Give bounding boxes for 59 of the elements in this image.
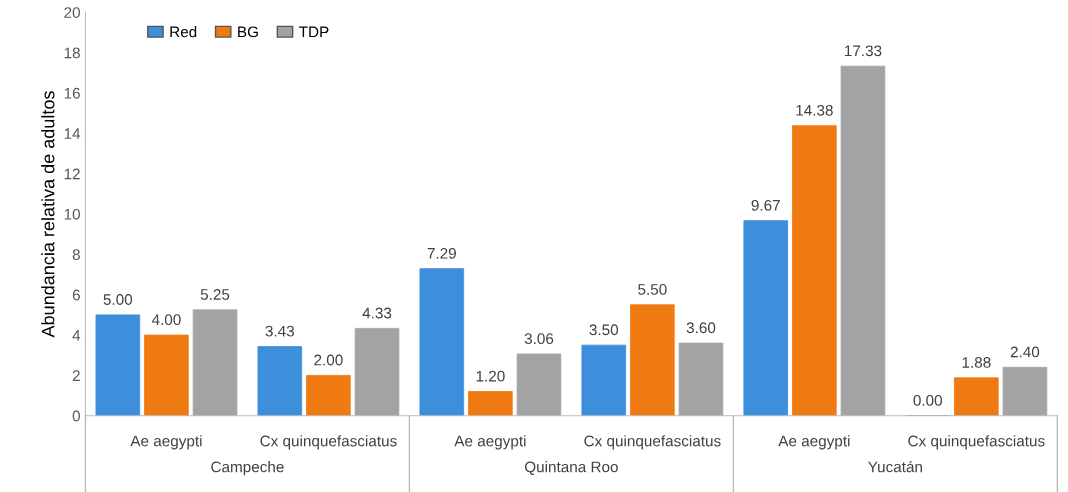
data-label: 5.50 [638, 284, 667, 295]
text: Quintana Roo [524, 461, 618, 476]
bar [144, 334, 189, 416]
legend-label: Red [170, 26, 197, 38]
bar [354, 327, 400, 416]
y-tick-label: 8 [72, 249, 80, 261]
data-label: 5.25 [200, 289, 230, 300]
bar [468, 391, 513, 416]
data-label: 4.33 [362, 307, 392, 319]
y-tick-label: 2 [72, 370, 80, 381]
x-tick-label: Cx quinquefasciatus [260, 435, 397, 450]
data-label: 4.00 [151, 314, 181, 326]
data-label: 3.50 [589, 324, 619, 336]
y-tick-label: 0 [72, 410, 80, 422]
data-label: 2.40 [1010, 346, 1040, 358]
x-tick-label: Cx quinquefasciatus [908, 435, 1045, 450]
data-label: 3.43 [265, 325, 295, 337]
y-tick-label: 4 [72, 330, 81, 341]
bar [581, 344, 627, 416]
y-tick-label: 16 [64, 87, 80, 99]
data-label: 17.33 [844, 45, 882, 57]
y-tick-label: 18 [64, 47, 80, 59]
bar [840, 65, 886, 416]
bar [954, 377, 999, 416]
bar [95, 314, 141, 416]
x-tick-label: Ae aegypti [454, 435, 526, 450]
bar [192, 309, 238, 416]
bar [1002, 366, 1048, 416]
bar [743, 220, 789, 416]
y-tick-label: 6 [72, 289, 80, 301]
text: Campeche [211, 461, 284, 476]
data-label: 3.60 [686, 322, 716, 334]
bar [630, 304, 675, 416]
x-tick-label: Ae aegypti [130, 435, 202, 450]
legend-label: TDP [299, 26, 329, 38]
data-label: 0.00 [913, 394, 943, 406]
bar [257, 346, 303, 416]
data-label: 14.38 [796, 104, 833, 116]
data-label: 2.00 [314, 354, 343, 366]
y-tick-label: 10 [64, 208, 80, 220]
bar [306, 374, 351, 416]
data-label: 5.00 [103, 294, 133, 305]
data-label: 9.67 [751, 199, 780, 211]
bar [516, 353, 562, 416]
bar [419, 268, 465, 416]
data-label: 1.20 [476, 370, 505, 382]
data-label: 1.88 [962, 357, 991, 368]
data-label: 7.29 [427, 247, 456, 259]
x-tick-label: Cx quinquefasciatus [584, 435, 721, 450]
bar [792, 125, 837, 416]
x-tick-label: Ae aegypti [778, 435, 850, 450]
data-label: 3.06 [524, 333, 554, 345]
legend-label: BG [238, 26, 258, 38]
y-axis-title: Abundancia relativa de adultos [41, 91, 55, 338]
y-tick-label: 20 [64, 7, 80, 18]
y-tick-label: 14 [64, 128, 81, 139]
y-tick-label: 12 [64, 168, 80, 180]
text: Yucatán [868, 460, 922, 473]
bar [678, 342, 724, 416]
